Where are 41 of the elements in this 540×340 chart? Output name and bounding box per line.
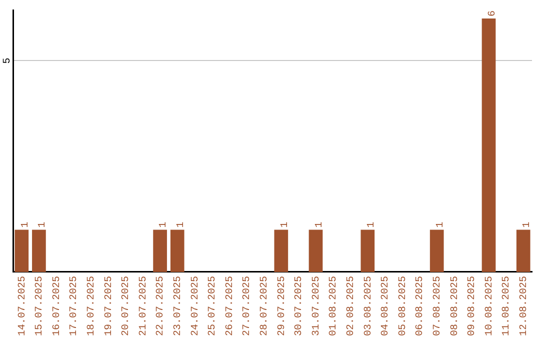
x-tick-label: 07.08.2025 xyxy=(432,276,444,336)
x-tick-label: 09.08.2025 xyxy=(467,276,478,336)
x-tick-label: 17.07.2025 xyxy=(69,276,80,336)
x-tick-label: 23.07.2025 xyxy=(172,276,184,336)
x-tick-label: 19.07.2025 xyxy=(104,276,115,336)
data-label: 1 xyxy=(280,222,291,228)
x-tick-label: 04.08.2025 xyxy=(380,276,392,336)
data-label: 1 xyxy=(522,222,533,228)
x-tick-label: 03.08.2025 xyxy=(363,276,374,336)
data-label: 1 xyxy=(314,222,326,228)
x-tick-label: 08.08.2025 xyxy=(450,276,461,336)
x-tick-label: 29.07.2025 xyxy=(276,276,288,336)
x-tick-label: 21.07.2025 xyxy=(138,276,150,336)
x-tick-label: 22.07.2025 xyxy=(156,276,167,336)
y-tick-label: 5 xyxy=(2,58,14,64)
x-tick-label: 31.07.2025 xyxy=(311,276,322,336)
x-tick-label: 28.07.2025 xyxy=(259,276,270,336)
x-tick-label: 30.07.2025 xyxy=(294,276,306,336)
x-tick-label: 10.08.2025 xyxy=(484,276,496,336)
x-tick-label: 24.07.2025 xyxy=(190,276,202,336)
x-tick-label: 27.07.2025 xyxy=(242,276,254,336)
data-label: 1 xyxy=(38,222,49,228)
x-tick-label: 26.07.2025 xyxy=(224,276,236,336)
x-tick-label: 05.08.2025 xyxy=(398,276,409,336)
data-label: 1 xyxy=(158,222,170,228)
x-tick-label: 12.08.2025 xyxy=(518,276,530,336)
data-label: 1 xyxy=(20,222,32,228)
data-label: 1 xyxy=(435,222,446,228)
x-tick-label: 20.07.2025 xyxy=(121,276,132,336)
x-tick-label: 01.08.2025 xyxy=(328,276,340,336)
x-tick-label: 15.07.2025 xyxy=(34,276,46,336)
x-tick-label: 16.07.2025 xyxy=(52,276,63,336)
x-tick-label: 11.08.2025 xyxy=(502,276,513,336)
x-tick-label: 18.07.2025 xyxy=(86,276,98,336)
data-label: 1 xyxy=(176,222,187,228)
data-label: 6 xyxy=(487,10,498,16)
x-tick-label: 25.07.2025 xyxy=(208,276,219,336)
x-tick-label: 06.08.2025 xyxy=(415,276,426,336)
data-label: 1 xyxy=(366,222,378,228)
x-tick-label: 02.08.2025 xyxy=(346,276,357,336)
x-tick-label: 14.07.2025 xyxy=(17,276,28,336)
